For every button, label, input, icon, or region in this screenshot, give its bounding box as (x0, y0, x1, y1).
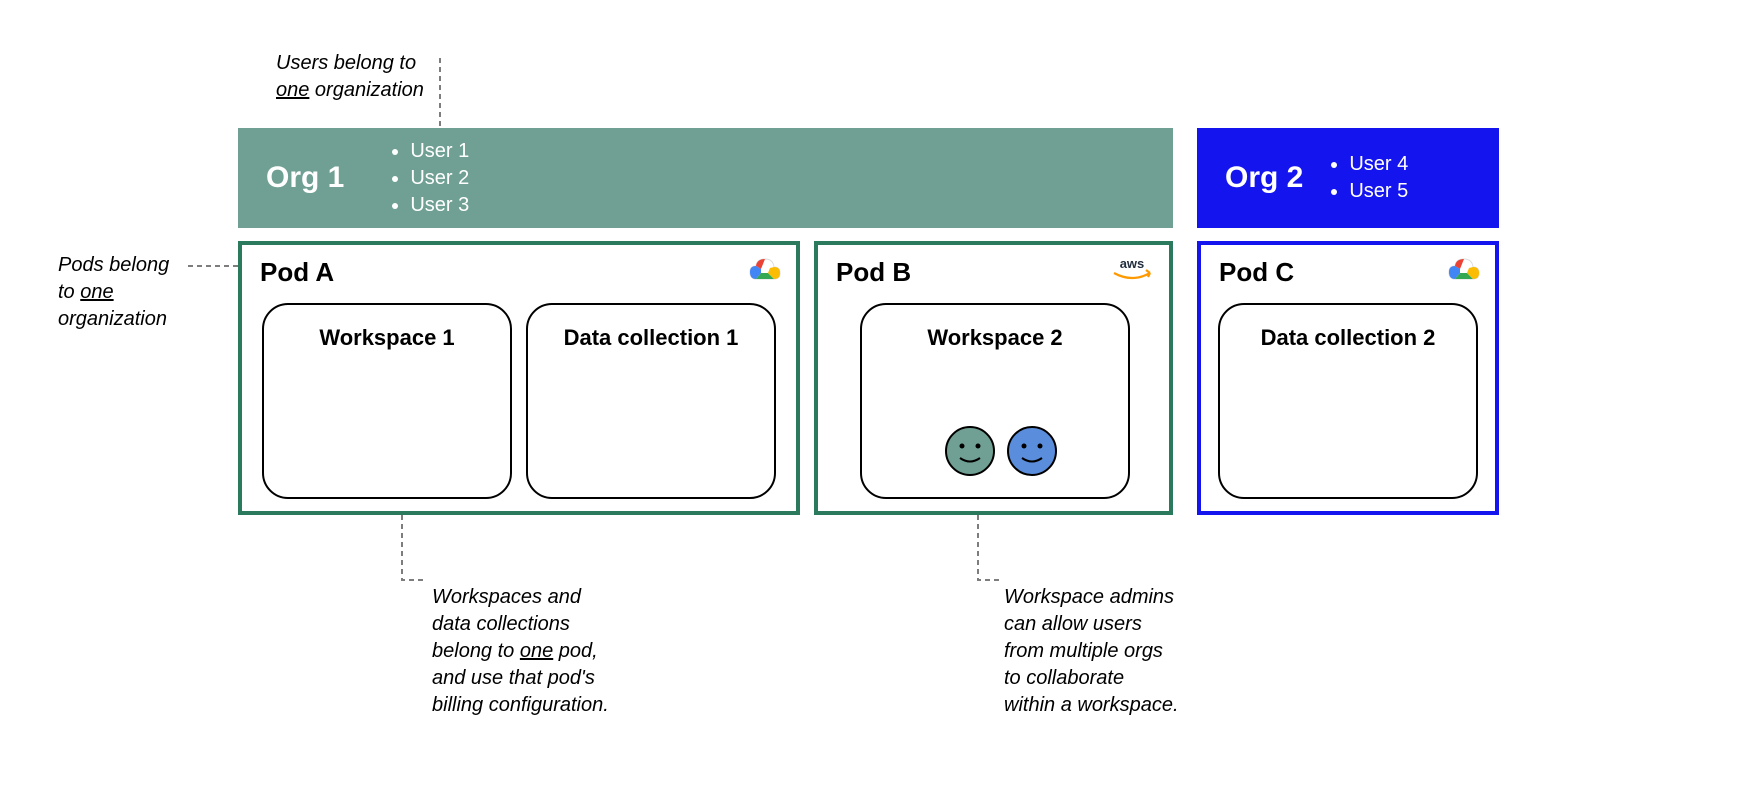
org2-user-2: User 5 (1349, 178, 1408, 205)
dash-pods (188, 262, 240, 270)
gcp-icon (746, 255, 782, 285)
annotation-ws-l3s: pod, (553, 640, 597, 662)
org2-title: Org 2 (1225, 161, 1303, 195)
annotation-ws-l1: Workspaces and (432, 586, 581, 608)
annotation-pods: Pods belong to one organization (58, 252, 169, 333)
annotation-ws-l3p: belong to (432, 640, 520, 662)
aws-icon: aws (1109, 255, 1155, 285)
org1-bar: Org 1 User 1 User 2 User 3 (238, 128, 1173, 228)
gcp-icon (1445, 255, 1481, 285)
annotation-pods-l2p: to (58, 281, 80, 303)
annotation-ws-l3u: one (520, 640, 553, 662)
annotation-ws-l4: and use that pod's (432, 667, 595, 689)
annotation-users-underline: one (276, 79, 309, 101)
pod-c: Pod C Data collection 2 (1197, 241, 1499, 515)
annotation-adm-l3: from multiple orgs (1004, 640, 1163, 662)
annotation-ws-l2: data collections (432, 613, 570, 635)
dash-workspaces (400, 515, 440, 595)
face-icon-green (944, 425, 996, 477)
annotation-pods-l1: Pods belong (58, 254, 169, 276)
workspace-2: Workspace 2 (860, 303, 1130, 499)
dash-users (430, 58, 450, 130)
annotation-users: Users belong to one organization (276, 50, 424, 104)
annotation-adm-l1: Workspace admins (1004, 586, 1174, 608)
pod-a: Pod A Workspace 1 Data collection 1 (238, 241, 800, 515)
pod-b: Pod B aws Workspace 2 (814, 241, 1173, 515)
pod-b-title: Pod B (836, 257, 911, 288)
annotation-ws-l5: billing configuration. (432, 694, 609, 716)
org1-title: Org 1 (266, 161, 344, 195)
annotation-users-l1: Users belong to (276, 52, 416, 74)
org1-users: User 1 User 2 User 3 (388, 138, 469, 219)
workspace-1-title: Workspace 1 (264, 325, 510, 351)
face-icon-blue (1006, 425, 1058, 477)
annotation-workspaces: Workspaces and data collections belong t… (432, 584, 609, 719)
data-collection-2: Data collection 2 (1218, 303, 1478, 499)
annotation-adm-l4: to collaborate (1004, 667, 1124, 689)
annotation-adm-l2: can allow users (1004, 613, 1142, 635)
workspace-2-title: Workspace 2 (862, 325, 1128, 351)
org2-users: User 4 User 5 (1327, 151, 1408, 205)
workspace-1: Workspace 1 (262, 303, 512, 499)
org2-user-1: User 4 (1349, 151, 1408, 178)
data-collection-1: Data collection 1 (526, 303, 776, 499)
org2-bar: Org 2 User 4 User 5 (1197, 128, 1499, 228)
org1-user-2: User 2 (410, 165, 469, 192)
data-collection-1-title: Data collection 1 (528, 325, 774, 351)
annotation-users-suffix: organization (309, 79, 424, 101)
dash-admins (976, 515, 1016, 595)
annotation-pods-underline: one (80, 281, 113, 303)
annotation-admins: Workspace admins can allow users from mu… (1004, 584, 1179, 719)
org1-user-1: User 1 (410, 138, 469, 165)
pod-a-title: Pod A (260, 257, 334, 288)
data-collection-2-title: Data collection 2 (1220, 325, 1476, 351)
org1-user-3: User 3 (410, 192, 469, 219)
svg-text:aws: aws (1120, 256, 1145, 271)
annotation-pods-l3: organization (58, 308, 167, 330)
annotation-adm-l5: within a workspace. (1004, 694, 1179, 716)
pod-c-title: Pod C (1219, 257, 1294, 288)
